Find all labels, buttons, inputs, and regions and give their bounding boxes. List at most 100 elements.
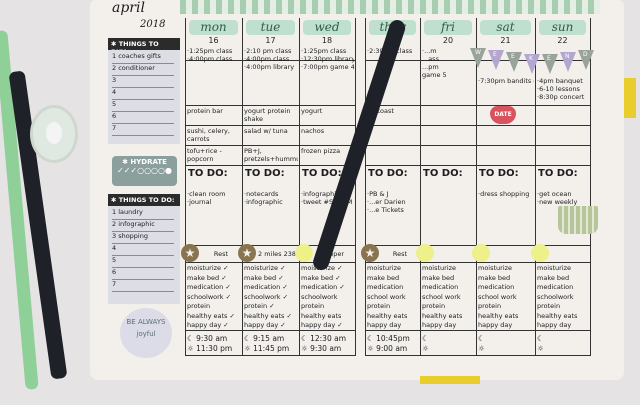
schedule-item: ·4pm banquet: [537, 77, 583, 85]
list-item: 6: [112, 268, 174, 280]
day-name: sat: [480, 20, 531, 35]
habit-item: medication: [478, 283, 515, 291]
day-date: 20: [442, 36, 454, 45]
meal: sushi, celery, carrots: [187, 127, 230, 143]
pennant-letter: E: [493, 51, 497, 58]
day-name: tue: [246, 20, 295, 35]
todo-label: TO DO:: [188, 168, 228, 179]
workout: upper: [324, 250, 345, 258]
pennant-letter: E: [547, 55, 551, 62]
things-to-buy-list: 1 coaches gifts 2 conditioner 3 4 5 6 7: [108, 50, 180, 144]
schedule-item: ·...m: [422, 47, 437, 55]
list-item: 2 conditioner: [112, 64, 174, 76]
schedule-item: ·7:30pm bandits game: [478, 77, 534, 85]
habit-item: healthy eats: [301, 311, 342, 320]
meal: [422, 147, 475, 165]
meal: [537, 127, 589, 145]
habit-item: medication ✓: [244, 283, 288, 291]
habit-list: moisturize ✓make bed ✓medication ✓school…: [244, 264, 297, 331]
todo-list: ·get ocean ·new weekly: [537, 190, 589, 206]
habit-list: moisturize make bed medication school work p…: [367, 264, 418, 331]
day-name: wed: [303, 20, 351, 35]
grid-line: [365, 165, 590, 166]
star-icon: ★: [238, 244, 256, 262]
meal: protein bar: [187, 107, 223, 115]
yellow-tab: [420, 376, 480, 384]
habit-item: medication ✓: [187, 283, 231, 291]
meal: yogurt protein shake: [244, 107, 291, 123]
things-to-do-list: 1 laundry 2 infographic 3 shopping 4 5 6 7: [108, 206, 180, 304]
habit-item: medication: [367, 283, 404, 291]
habit-item: make bed ✓: [301, 273, 341, 282]
sleep-log: ☾ 9:15 am ☼ 11:45 pm: [244, 334, 298, 354]
schedule-item: ·12:30pm library: [301, 55, 354, 63]
habit-item: healthy eats: [367, 311, 408, 320]
laundry-basket-sticker: [558, 206, 598, 234]
todo-list: ·dress shopping: [478, 190, 534, 198]
schedule-item: ·8:30p concert: [537, 93, 585, 101]
habit-item: make bed ✓: [187, 273, 227, 282]
pennant: E: [488, 50, 504, 70]
sleep-time: ☼ 11:30 pm: [187, 344, 233, 353]
hydrate-label: ✱ HYDRATE: [122, 158, 167, 166]
sleep-time: ☾ 12:30 am: [301, 334, 347, 343]
meal: [537, 107, 589, 125]
sleep-log: ☾ ☼: [537, 334, 589, 354]
grid-line: [365, 262, 590, 263]
habit-item: medication: [422, 283, 459, 291]
todo-item: ·PB & J: [367, 190, 389, 198]
habit-item: happy day ✓: [187, 321, 229, 329]
todo-item: ·infographic: [244, 198, 283, 206]
todo-item: ·dress shopping: [478, 190, 530, 198]
meal: tofu+rice -popcorn: [187, 147, 222, 163]
pennant-letter: E: [511, 53, 515, 60]
grid-line: [476, 18, 477, 356]
yellow-tab: [624, 78, 636, 118]
habit-item: happy day: [367, 321, 402, 329]
habit-list: moisturize ✓make bed ✓medication ✓school…: [187, 264, 240, 331]
grid-line: [185, 145, 355, 146]
schedule-item: ·2:10 pm class: [244, 47, 292, 55]
sleep-log: ☾ ☼: [422, 334, 475, 354]
meal: [367, 127, 419, 145]
habit-item: moisturize: [367, 264, 402, 272]
habit-item: schoolwork ✓: [187, 292, 232, 301]
sleep-time: ☾ 9:15 am: [244, 334, 285, 343]
habit-item: make bed: [537, 273, 570, 282]
pennant: D: [578, 50, 594, 70]
grid-line: [185, 60, 355, 61]
sleep-time: ☼: [537, 344, 544, 353]
grid-line: [185, 125, 355, 126]
sleep-time: ☾: [422, 334, 429, 343]
meal: [422, 107, 475, 125]
sleep-log: ☾ 10:45pm ☼ 9:00 am: [367, 334, 419, 354]
schedule-item: ·4:00pm library: [244, 63, 295, 71]
month-title: april: [112, 0, 145, 16]
todo-item: ·new weekly: [537, 198, 578, 206]
star-icon: ★: [295, 244, 313, 262]
habit-item: school work: [367, 292, 406, 301]
todo-list: ·clean room ·journal: [187, 190, 241, 206]
habit-item: school work: [422, 292, 461, 301]
meal: PB toast: [367, 107, 394, 115]
schedule-item: ·4:00pm class: [244, 55, 290, 63]
todo-list: ·notecards ·infographic: [244, 190, 298, 206]
meal: PB+J, pretzels+hummus: [244, 147, 298, 163]
sleep-log: ☾ 9:30 am ☼ 11:30 pm: [187, 334, 241, 354]
habit-item: protein ✓: [244, 302, 275, 310]
todo-list: ·PB & J ·...er Darien ·...e Tickets: [367, 190, 419, 214]
grid-line: [355, 18, 356, 356]
todo-label: TO DO:: [302, 168, 342, 179]
habit-item: moisturize ✓: [244, 264, 286, 272]
todo-list: ·infographic ·tweet #SPMSM: [301, 190, 354, 206]
grid-line: [365, 355, 590, 356]
todo-label: TO DO:: [245, 168, 285, 179]
sleep-time: ☾ 9:30 am: [187, 334, 228, 343]
habit-item: protein: [422, 302, 446, 310]
pennant: W: [470, 48, 486, 68]
star-icon: ★: [472, 244, 490, 262]
meal: [422, 127, 475, 145]
grid-line: [420, 18, 421, 356]
habit-item: happy day ✓: [244, 321, 286, 329]
